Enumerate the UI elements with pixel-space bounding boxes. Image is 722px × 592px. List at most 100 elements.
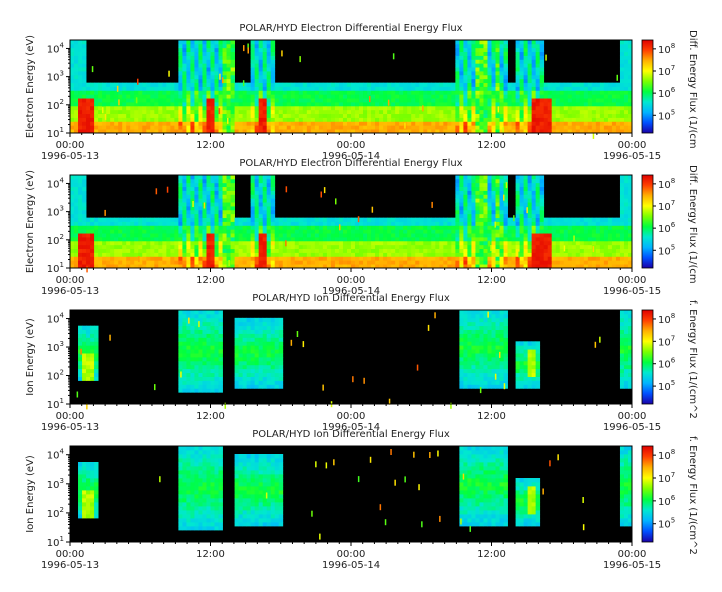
heatmap-cell (250, 178, 256, 184)
heatmap-cell (258, 40, 264, 45)
heatmap-cell (603, 82, 609, 87)
heatmap-cell (242, 217, 248, 222)
heatmap-cell (471, 98, 476, 103)
heatmap-cell (527, 113, 533, 118)
y-axis-label: Electron Energy (eV) (25, 35, 36, 138)
heatmap-cell (182, 129, 187, 134)
heatmap-cell (455, 109, 460, 115)
heatmap-cell (314, 117, 320, 122)
colorbar-tick-label: 105 (658, 243, 675, 257)
heatmap-cell (170, 105, 175, 111)
heatmap-cell (611, 98, 617, 103)
heatmap-cell (559, 113, 565, 118)
heatmap-cell (623, 256, 629, 261)
heatmap-cell (218, 217, 223, 222)
heatmap-cell (579, 121, 585, 126)
heatmap-cell (451, 121, 456, 126)
heatmap-cell (270, 206, 276, 211)
heatmap-cell (114, 256, 119, 261)
heatmap-cell (338, 129, 344, 134)
heatmap-cell (459, 86, 464, 91)
heatmap-cell (338, 121, 344, 126)
heatmap-cell (186, 109, 191, 115)
heatmap-cell (266, 198, 272, 203)
heatmap-cell (242, 105, 248, 111)
heatmap-cell (222, 55, 227, 60)
heatmap-cell (142, 82, 147, 87)
heatmap-cell (130, 217, 135, 222)
heatmap-cell (447, 237, 452, 242)
heatmap-cell (234, 121, 239, 126)
heatmap-cell (415, 105, 420, 111)
heatmap-cell (535, 240, 541, 246)
heatmap-cell (487, 82, 492, 87)
heatmap-cell (415, 217, 420, 222)
heatmap-cell (290, 233, 296, 238)
heatmap-cell (607, 217, 613, 222)
heatmap-cell (102, 217, 107, 222)
heatmap-cell (523, 105, 529, 111)
heatmap-cell (306, 221, 312, 226)
heatmap-cell (302, 244, 308, 250)
heatmap-cell (627, 213, 633, 219)
heatmap-cell (334, 105, 340, 111)
heatmap-cell (254, 102, 260, 107)
heatmap-cell (214, 105, 219, 111)
heatmap-cell (567, 229, 573, 234)
heatmap-cell (375, 233, 380, 238)
heatmap-cell (479, 248, 484, 253)
heatmap-cell (342, 240, 348, 246)
heatmap-cell (258, 175, 264, 180)
heatmap-cell (86, 90, 91, 95)
heatmap-cell (475, 59, 480, 64)
heatmap-cell (359, 244, 364, 250)
heatmap-cell (202, 233, 207, 238)
heatmap-cell (619, 98, 625, 103)
heatmap-cell (126, 94, 131, 99)
heatmap-cell (539, 94, 545, 99)
heatmap-cell (471, 182, 476, 188)
heatmap-cell (162, 256, 167, 261)
heatmap-cell (298, 98, 304, 103)
heatmap-cell (298, 240, 304, 246)
heatmap-cell (363, 217, 368, 222)
heatmap-cell (619, 121, 625, 126)
heatmap-cell (615, 252, 621, 257)
heatmap-cell (210, 63, 215, 68)
heatmap-cell (266, 129, 272, 134)
heatmap-cell (499, 260, 504, 265)
heatmap-cell (503, 63, 508, 68)
heatmap-cell (571, 86, 577, 91)
heatmap-cell (363, 248, 368, 253)
heatmap-cell (627, 78, 633, 84)
heatmap-cell (202, 194, 207, 199)
heatmap-cell (447, 256, 452, 261)
heatmap-cell (467, 74, 472, 80)
heatmap-cell (198, 209, 203, 215)
heatmap-cell (90, 102, 95, 107)
heatmap-cell (262, 264, 268, 269)
heatmap-cell (499, 240, 504, 246)
heatmap-cell (607, 90, 613, 95)
heatmap-cell (375, 260, 380, 265)
heatmap-cell (555, 98, 561, 103)
heatmap-cell (523, 190, 529, 195)
heatmap-cell (563, 109, 569, 115)
heatmap-cell (627, 102, 633, 107)
heatmap-cell (571, 90, 577, 95)
heatmap-cell (491, 186, 496, 191)
heatmap-cell (322, 225, 328, 230)
heatmap-cell (182, 186, 187, 191)
heatmap-cell (567, 86, 573, 91)
heatmap-cell (591, 225, 597, 230)
heatmap-cell (162, 221, 167, 226)
heatmap-cell (122, 225, 127, 230)
heatmap-cell (555, 94, 561, 99)
heatmap-cell (395, 102, 400, 107)
heatmap-cell (571, 105, 577, 111)
heatmap-cell (551, 252, 557, 257)
heatmap-cell (266, 225, 272, 230)
heatmap-cell (479, 260, 484, 265)
heatmap-cell (166, 260, 171, 265)
heatmap-cell (302, 117, 308, 122)
